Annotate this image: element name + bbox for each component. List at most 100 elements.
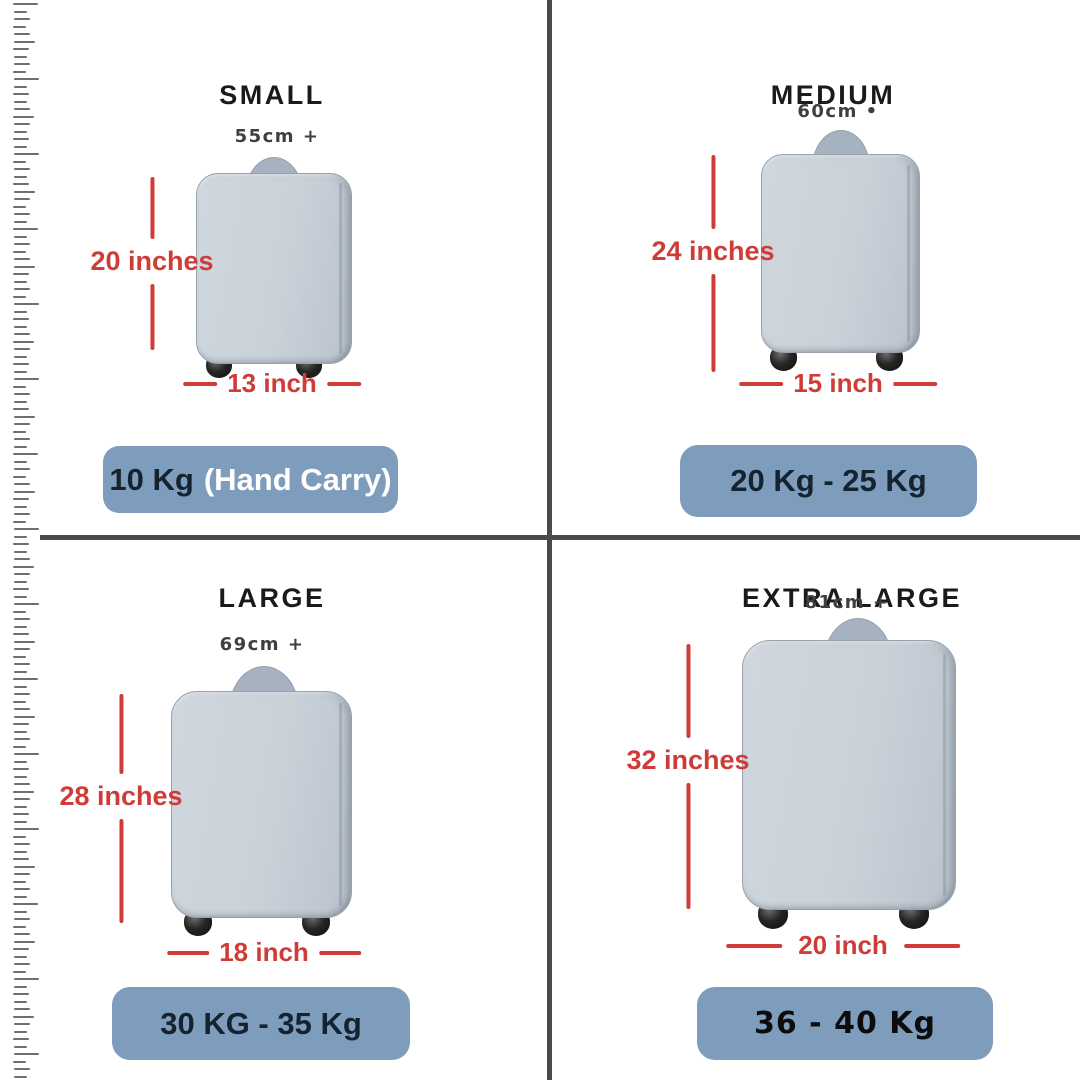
ruler-tick xyxy=(14,490,35,493)
ruler-tick xyxy=(14,985,27,988)
cm-label: 60cm • xyxy=(797,101,879,122)
ruler-tick xyxy=(14,370,27,373)
ruler-tick xyxy=(14,108,30,110)
ruler-tick xyxy=(13,790,34,793)
ruler-tick xyxy=(14,33,30,35)
weight-badge: 36 - 40 Kg xyxy=(697,987,993,1060)
ruler-tick xyxy=(14,10,27,13)
weight-value: 10 Kg xyxy=(109,461,194,497)
ruler-tick xyxy=(14,280,27,283)
ruler-tick xyxy=(13,610,26,613)
ruler-tick xyxy=(13,678,38,680)
ruler-tick xyxy=(14,753,39,755)
ruler-tick xyxy=(13,700,26,703)
ruler-tick xyxy=(14,40,35,43)
ruler-tick xyxy=(14,423,30,425)
cm-label: 69cm + xyxy=(219,634,305,655)
cm-label: 81cm + xyxy=(804,592,890,613)
ruler-tick xyxy=(14,963,30,965)
ruler-tick xyxy=(14,168,30,170)
ruler-tick xyxy=(14,618,30,620)
measure-line xyxy=(149,177,154,239)
ruler-tick xyxy=(14,18,30,20)
ruler-tick xyxy=(13,408,29,410)
ruler-tick xyxy=(13,1015,34,1018)
ruler-tick xyxy=(14,220,27,223)
measure-line xyxy=(685,644,690,738)
ruler-tick xyxy=(13,498,29,500)
measure-dash xyxy=(726,943,783,948)
width-measure: 18 inch xyxy=(167,937,361,968)
width-label: 18 inch xyxy=(219,937,309,967)
ruler-tick xyxy=(14,393,30,395)
ruler-tick xyxy=(14,1053,39,1055)
height-label: 20 inches xyxy=(90,246,214,276)
suitcase-body xyxy=(761,154,920,353)
ruler-tick xyxy=(14,895,27,898)
ruler-tick xyxy=(14,775,27,778)
ruler-tick xyxy=(14,888,30,890)
measure-line xyxy=(118,694,123,774)
ruler-tick xyxy=(13,3,38,5)
ruler-tick xyxy=(13,745,26,748)
ruler-tick xyxy=(13,430,26,433)
ruler-illustration xyxy=(13,0,47,1080)
ruler-tick xyxy=(13,633,29,635)
ruler-tick xyxy=(14,288,30,290)
weight-badge: 20 Kg - 25 Kg xyxy=(680,445,977,517)
ruler-tick xyxy=(14,535,27,538)
ruler-tick xyxy=(14,873,30,875)
ruler-tick xyxy=(14,468,30,470)
ruler-tick xyxy=(14,348,30,350)
ruler-tick xyxy=(14,1030,27,1033)
measure-dash xyxy=(167,950,210,955)
ruler-tick xyxy=(14,505,27,508)
height-measure: 32 inches xyxy=(626,644,750,909)
ruler-tick xyxy=(14,213,30,215)
ruler-tick xyxy=(13,565,34,568)
weight-value: 36 - 40 Kg xyxy=(753,1006,936,1041)
ruler-tick xyxy=(13,340,34,343)
ruler-tick xyxy=(14,55,27,58)
ruler-tick xyxy=(14,303,39,305)
ruler-tick xyxy=(13,25,26,28)
ruler-tick xyxy=(14,438,30,440)
ruler-tick xyxy=(14,100,27,103)
ruler-tick xyxy=(14,715,35,718)
ruler-tick xyxy=(14,843,30,845)
width-measure: 20 inch xyxy=(726,930,960,961)
ruler-tick xyxy=(14,850,27,853)
ruler-tick xyxy=(14,940,35,943)
ruler-tick xyxy=(13,363,29,365)
size-title: EXTRA LARGE xyxy=(741,583,963,614)
ruler-tick xyxy=(14,355,27,358)
ruler-tick xyxy=(13,903,38,905)
ruler-tick xyxy=(14,483,30,485)
ruler-tick xyxy=(14,640,35,643)
ruler-tick xyxy=(14,445,27,448)
ruler-tick xyxy=(14,1023,30,1025)
height-label: 28 inches xyxy=(59,781,183,811)
ruler-tick xyxy=(13,115,34,118)
size-title: SMALL xyxy=(219,80,325,111)
ruler-tick xyxy=(14,63,30,65)
weight-value: 30 KG - 35 Kg xyxy=(160,1005,362,1041)
measure-dash xyxy=(892,381,937,386)
horizontal-divider xyxy=(40,535,1080,540)
ruler-tick xyxy=(14,1045,27,1048)
ruler-tick xyxy=(13,183,29,185)
ruler-tick xyxy=(14,760,27,763)
ruler-tick xyxy=(13,273,29,275)
ruler-tick xyxy=(14,730,27,733)
width-label: 20 inch xyxy=(798,930,888,960)
ruler-tick xyxy=(14,550,27,553)
ruler-tick xyxy=(14,625,27,628)
suitcase-body xyxy=(196,173,352,364)
ruler-tick xyxy=(14,595,27,598)
ruler-tick xyxy=(14,978,39,980)
height-label: 24 inches xyxy=(651,236,775,266)
ruler-tick xyxy=(14,910,27,913)
ruler-tick xyxy=(14,558,30,560)
ruler-tick xyxy=(14,310,27,313)
ruler-tick xyxy=(13,813,29,815)
